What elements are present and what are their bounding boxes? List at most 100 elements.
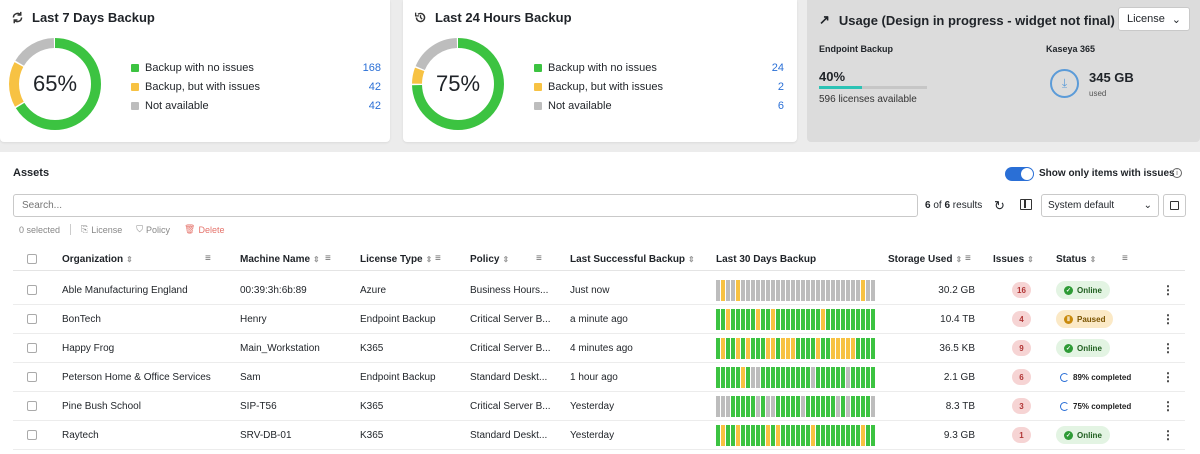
policy-cell: Standard Deskt... — [470, 430, 548, 441]
issues-badge[interactable]: 6 — [1012, 369, 1031, 385]
table-row[interactable]: BonTech Henry Endpoint Backup Critical S… — [13, 305, 1185, 334]
backup-day-bar — [856, 367, 860, 388]
endpoint-percent: 40% — [819, 69, 846, 84]
more-options-icon[interactable]: ⋮ — [1162, 399, 1174, 413]
backup-day-bar — [736, 425, 740, 446]
organization-cell[interactable]: Happy Frog — [62, 343, 115, 354]
backup-day-bar — [746, 280, 750, 301]
save-view-button[interactable] — [1163, 194, 1186, 217]
info-icon[interactable]: i — [1172, 168, 1182, 178]
backup-day-bar — [806, 309, 810, 330]
legend-value[interactable]: 24 — [771, 61, 784, 74]
more-options-icon[interactable]: ⋮ — [1162, 341, 1174, 355]
refresh-icon[interactable]: ↻ — [994, 198, 1005, 213]
status-badge: 89% completed — [1056, 368, 1139, 386]
col-organization[interactable]: Organization ⇕ — [62, 254, 133, 265]
col-policy[interactable]: Policy ⇕ — [470, 254, 509, 265]
col-storage-used[interactable]: Storage Used ⇕ — [888, 254, 962, 265]
organization-cell[interactable]: Peterson Home & Office Services — [62, 372, 211, 383]
filter-icon[interactable]: ≡ — [965, 253, 971, 264]
table-row[interactable]: Peterson Home & Office Services Sam Endp… — [13, 363, 1185, 392]
table-row[interactable]: Able Manufacturing England 00:39:3h:6b:8… — [13, 276, 1185, 305]
license-type-cell: K365 — [360, 401, 384, 412]
organization-cell[interactable]: Raytech — [62, 430, 99, 441]
backup-day-bar — [726, 280, 730, 301]
col-machine-name[interactable]: Machine Name ⇕ — [240, 254, 320, 265]
backup-day-bar — [716, 396, 720, 417]
backup-day-bar — [776, 280, 780, 301]
legend-label: Backup, but with issues — [548, 80, 663, 93]
issues-badge[interactable]: 3 — [1012, 398, 1031, 414]
row-checkbox[interactable] — [27, 314, 37, 324]
usage-select[interactable]: License ⌄ — [1118, 7, 1190, 31]
filter-icon[interactable]: ≡ — [536, 253, 542, 264]
issues-badge[interactable]: 4 — [1012, 311, 1031, 327]
card-title: Last 7 Days Backup — [11, 10, 155, 25]
more-options-icon[interactable]: ⋮ — [1162, 370, 1174, 384]
col-issues[interactable]: Issues ⇕ — [993, 254, 1034, 265]
select-all-checkbox[interactable] — [27, 254, 37, 264]
results-shown: 6 — [925, 200, 931, 211]
filter-icon[interactable]: ≡ — [1122, 253, 1128, 264]
filter-icon[interactable]: ≡ — [325, 253, 331, 264]
table-row[interactable]: Raytech SRV-DB-01 K365 Standard Deskt...… — [13, 421, 1185, 450]
col-last-backup[interactable]: Last Successful Backup ⇕ — [570, 254, 695, 265]
issues-badge[interactable]: 9 — [1012, 340, 1031, 356]
legend-label: Backup with no issues — [548, 61, 657, 74]
backup-day-bar — [726, 367, 730, 388]
legend-value[interactable]: 2 — [777, 80, 784, 93]
row-checkbox[interactable] — [27, 372, 37, 382]
filter-icon[interactable]: ≡ — [435, 253, 441, 264]
organization-cell[interactable]: BonTech — [62, 314, 101, 325]
table-row[interactable]: Happy Frog Main_Workstation K365 Critica… — [13, 334, 1185, 363]
filter-icon[interactable]: ≡ — [205, 253, 211, 264]
toggle-knob — [1021, 168, 1033, 180]
col-license-type[interactable]: License Type ⇕ — [360, 254, 432, 265]
license-action[interactable]: ⎘ License — [81, 224, 122, 235]
storage-used-cell: 2.1 GB — [943, 372, 975, 383]
row-checkbox[interactable] — [27, 285, 37, 295]
col-label: Policy — [470, 254, 500, 265]
backup-day-bar — [751, 396, 755, 417]
col-status[interactable]: Status ⇕ — [1056, 254, 1096, 265]
issues-badge[interactable]: 1 — [1012, 427, 1031, 443]
more-options-icon[interactable]: ⋮ — [1162, 312, 1174, 326]
row-checkbox[interactable] — [27, 343, 37, 353]
organization-cell[interactable]: Able Manufacturing England — [62, 285, 188, 296]
backup-day-bar — [761, 396, 765, 417]
view-select[interactable]: System default ⌄ — [1041, 194, 1159, 217]
view-select-value: System default — [1048, 200, 1115, 211]
more-options-icon[interactable]: ⋮ — [1162, 283, 1174, 297]
backup-history-bars — [716, 309, 875, 330]
backup-day-bar — [771, 280, 775, 301]
backup-day-bar — [786, 280, 790, 301]
legend-value[interactable]: 42 — [368, 99, 381, 112]
search-input[interactable] — [13, 194, 918, 217]
backup-history-bars — [716, 338, 875, 359]
legend-swatch — [534, 82, 542, 91]
policy-action[interactable]: ⛉ Policy — [136, 224, 170, 235]
backup-day-bar — [831, 425, 835, 446]
legend-value[interactable]: 168 — [362, 61, 381, 74]
row-checkbox[interactable] — [27, 430, 37, 440]
organization-cell[interactable]: Pine Bush School — [62, 401, 141, 412]
backup-day-bar — [806, 338, 810, 359]
more-options-icon[interactable]: ⋮ — [1162, 428, 1174, 442]
backup-day-bar — [716, 280, 720, 301]
legend-value[interactable]: 42 — [368, 80, 381, 93]
row-checkbox[interactable] — [27, 401, 37, 411]
issues-toggle[interactable] — [1005, 167, 1034, 181]
check-icon: ✓ — [1064, 343, 1073, 353]
issues-badge[interactable]: 16 — [1012, 282, 1031, 298]
last-7-days-card: Last 7 Days Backup 65% Backup with no is… — [0, 0, 390, 142]
issues-toggle-label: Show only items with issues — [1039, 168, 1175, 179]
delete-action[interactable]: 🗑 Delete — [184, 224, 224, 235]
table-row[interactable]: Pine Bush School SIP-T56 K365 Critical S… — [13, 392, 1185, 421]
backup-day-bar — [871, 309, 875, 330]
backup-day-bar — [851, 367, 855, 388]
col-label: Machine Name — [240, 254, 311, 265]
backup-day-bar — [811, 367, 815, 388]
license-icon: ⎘ — [81, 224, 89, 234]
columns-icon[interactable] — [1020, 199, 1032, 210]
legend-value[interactable]: 6 — [777, 99, 784, 112]
